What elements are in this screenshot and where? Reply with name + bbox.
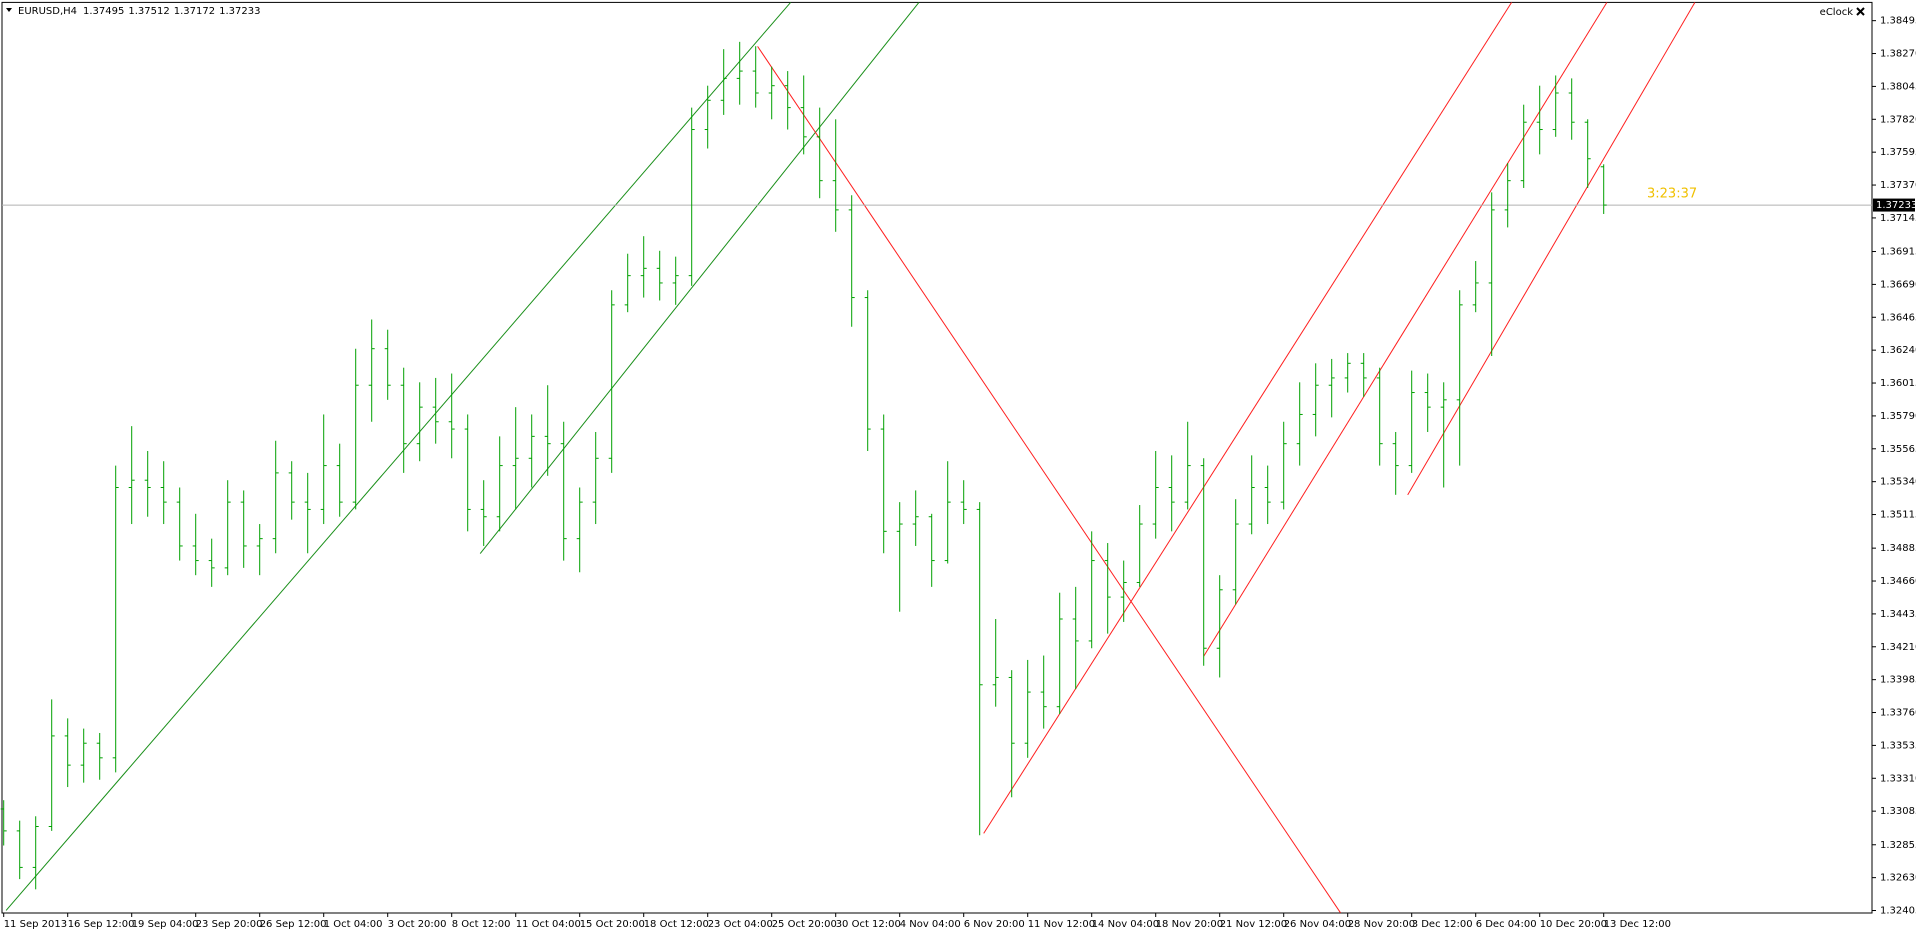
x-tick-label: 21 Nov 12:00 — [1220, 919, 1287, 930]
x-tick-label: 25 Oct 20:00 — [772, 919, 837, 930]
y-tick-label: 1.33535 — [1880, 740, 1916, 751]
x-tick-label: 3 Oct 20:00 — [388, 919, 447, 930]
plot-frame — [1, 1, 1873, 914]
y-tick-label: 1.36465 — [1880, 312, 1916, 323]
x-tick-label: 1 Oct 04:00 — [324, 919, 383, 930]
y-tick-label: 1.34660 — [1880, 576, 1916, 587]
header-close: 1.37233 — [219, 6, 260, 17]
x-tick-label: 13 Dec 12:00 — [1604, 919, 1671, 930]
y-tick-label: 1.37145 — [1880, 213, 1916, 224]
x-tick-label: 11 Oct 04:00 — [516, 919, 581, 930]
y-tick-label: 1.33085 — [1880, 806, 1916, 817]
trendline[interactable] — [479, 2, 920, 554]
trendline[interactable] — [757, 46, 1341, 914]
y-tick-label: 1.38045 — [1880, 81, 1916, 92]
x-tick-label: 14 Nov 04:00 — [1092, 919, 1159, 930]
x-tick-label: 11 Sep 2013 — [4, 919, 67, 930]
y-tick-label: 1.37370 — [1880, 180, 1916, 191]
y-tick-label: 1.35790 — [1880, 411, 1916, 422]
y-tick-label: 1.34210 — [1880, 642, 1916, 653]
x-tick-label: 8 Oct 12:00 — [452, 919, 511, 930]
y-tick-label: 1.36915 — [1880, 247, 1916, 258]
x-tick-label: 30 Oct 12:00 — [836, 919, 901, 930]
close-button[interactable] — [1856, 7, 1865, 16]
y-tick-label: 1.35340 — [1880, 477, 1916, 488]
x-tick-label: 6 Dec 04:00 — [1476, 919, 1537, 930]
y-tick-label: 1.35565 — [1880, 444, 1916, 455]
price-tag — [1873, 198, 1915, 212]
trendline[interactable] — [5, 2, 791, 911]
header-high: 1.37512 — [128, 6, 169, 17]
x-tick-label: 15 Oct 20:00 — [580, 919, 645, 930]
bars — [0, 41, 1607, 890]
y-tick-label: 1.36240 — [1880, 345, 1916, 356]
x-tick-label: 19 Sep 04:00 — [132, 919, 199, 930]
clock-time: 3:23:37 — [1647, 187, 1697, 202]
x-tick-label: 16 Sep 12:00 — [68, 919, 135, 930]
x-tick-label: 18 Oct 12:00 — [644, 919, 709, 930]
symbol: EURUSD,H4 — [18, 6, 77, 17]
y-tick-label: 1.33760 — [1880, 708, 1916, 719]
y-tick-label: 1.35115 — [1880, 510, 1916, 521]
trendline[interactable] — [1407, 2, 1696, 496]
x-tick-label: 4 Nov 04:00 — [900, 919, 961, 930]
x-tick-label: 18 Nov 20:00 — [1156, 919, 1223, 930]
trendlines — [5, 2, 1696, 914]
y-tick-label: 1.36015 — [1880, 378, 1916, 389]
x-tick-label: 26 Sep 12:00 — [260, 919, 327, 930]
y-tick-label: 1.32855 — [1880, 840, 1916, 851]
y-tick-label: 1.38495 — [1880, 16, 1916, 27]
price-tag-label: 1.37233 — [1876, 200, 1916, 211]
chart-header: EURUSD,H4 1.37495 1.37512 1.37172 1.37233 — [18, 6, 260, 17]
x-tick-label: 23 Oct 04:00 — [708, 919, 773, 930]
header-low: 1.37172 — [174, 6, 215, 17]
close-icon[interactable] — [1856, 7, 1865, 16]
x-tick-label: 28 Nov 20:00 — [1348, 919, 1415, 930]
x-tick-label: 10 Dec 20:00 — [1540, 919, 1607, 930]
y-tick-label: 1.37820 — [1880, 114, 1916, 125]
x-tick-label: 26 Nov 04:00 — [1284, 919, 1351, 930]
y-tick-label: 1.34885 — [1880, 543, 1916, 554]
y-tick-label: 1.38270 — [1880, 49, 1916, 60]
x-tick-label: 11 Nov 12:00 — [1028, 919, 1095, 930]
clock-label: eClock — [1820, 7, 1854, 18]
menu-arrow[interactable] — [6, 8, 12, 12]
y-tick-label: 1.33985 — [1880, 675, 1916, 686]
y-tick-label: 1.32630 — [1880, 873, 1916, 884]
header-open: 1.37495 — [83, 6, 124, 17]
y-tick-label: 1.37595 — [1880, 147, 1916, 158]
trendline[interactable] — [983, 2, 1513, 834]
y-tick-label: 1.32405 — [1880, 906, 1916, 917]
y-tick-label: 1.36690 — [1880, 279, 1916, 290]
x-tick-label: 6 Nov 20:00 — [964, 919, 1025, 930]
y-tick-label: 1.34435 — [1880, 609, 1916, 620]
x-tick-label: 23 Sep 20:00 — [196, 919, 263, 930]
y-tick-label: 1.33310 — [1880, 773, 1916, 784]
x-tick-label: 3 Dec 12:00 — [1412, 919, 1473, 930]
